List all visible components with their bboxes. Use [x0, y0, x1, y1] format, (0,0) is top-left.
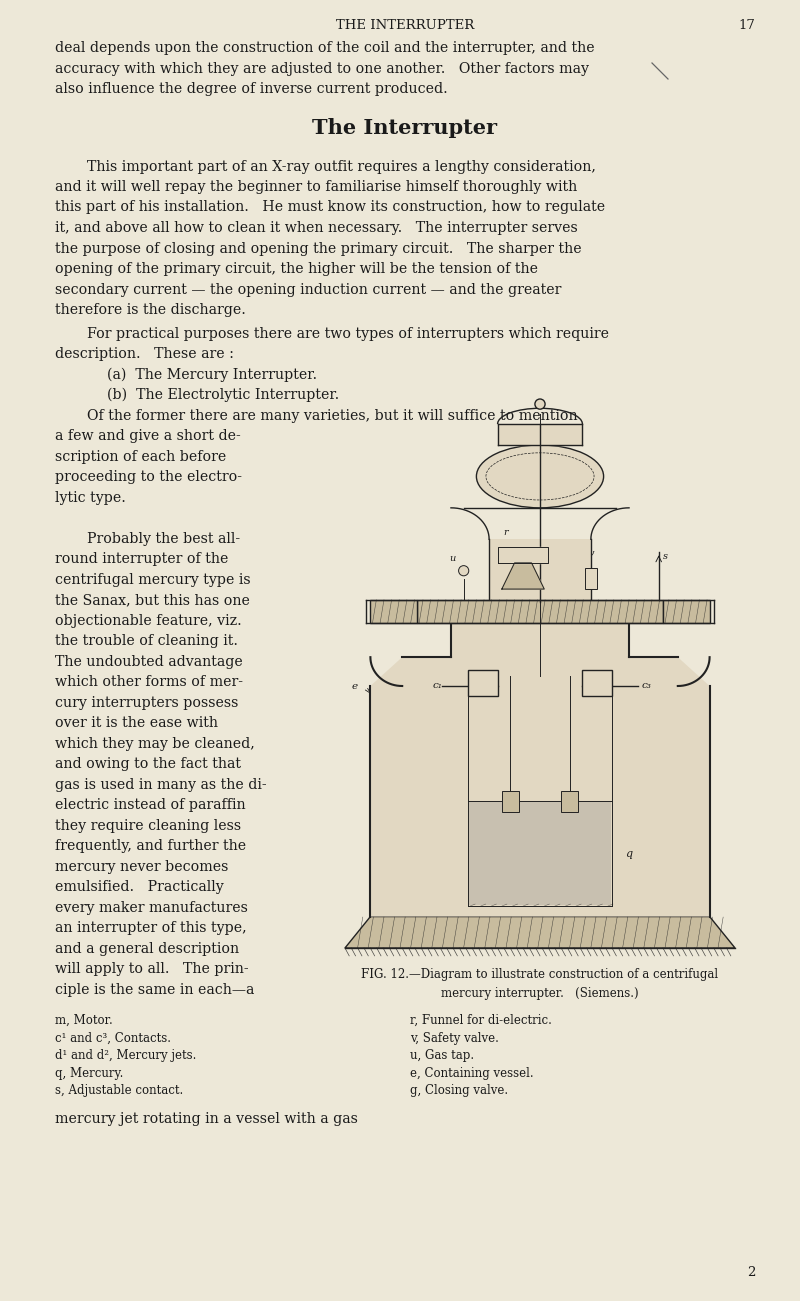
Text: this part of his installation.   He must know its construction, how to regulate: this part of his installation. He must k…: [55, 200, 605, 215]
Polygon shape: [468, 670, 498, 696]
Text: c₃: c₃: [642, 680, 652, 690]
Text: m, Motor.: m, Motor.: [55, 1013, 113, 1026]
Text: Probably the best all-: Probably the best all-: [87, 532, 240, 545]
Text: frequently, and further the: frequently, and further the: [55, 839, 246, 853]
Text: opening of the primary circuit, the higher will be the tension of the: opening of the primary circuit, the high…: [55, 262, 538, 276]
Text: secondary current — the opening induction current — and the greater: secondary current — the opening inductio…: [55, 282, 562, 297]
Text: c₁: c₁: [433, 680, 442, 690]
Text: e, Containing vessel.: e, Containing vessel.: [410, 1067, 534, 1080]
Text: u: u: [449, 554, 455, 563]
Bar: [561, 791, 578, 812]
Text: The Interrupter: The Interrupter: [313, 117, 498, 138]
Text: also influence the degree of inverse current produced.: also influence the degree of inverse cur…: [55, 82, 448, 96]
Text: lytic type.: lytic type.: [55, 490, 126, 505]
Text: will apply to all.   The prin-: will apply to all. The prin-: [55, 961, 249, 976]
Text: mercury jet rotating in a vessel with a gas: mercury jet rotating in a vessel with a …: [55, 1111, 358, 1125]
Text: (a)  The Mercury Interrupter.: (a) The Mercury Interrupter.: [107, 367, 317, 382]
Text: which they may be cleaned,: which they may be cleaned,: [55, 736, 254, 751]
Text: c¹ and c³, Contacts.: c¹ and c³, Contacts.: [55, 1032, 171, 1045]
Text: proceeding to the electro-: proceeding to the electro-: [55, 470, 242, 484]
Polygon shape: [502, 563, 544, 589]
Text: r: r: [504, 528, 508, 536]
Text: centrifugal mercury type is: centrifugal mercury type is: [55, 572, 250, 587]
Text: m: m: [534, 464, 546, 479]
Text: This important part of an X-ray outfit requires a lengthy consideration,: This important part of an X-ray outfit r…: [87, 160, 596, 173]
Text: accuracy with which they are adjusted to one another.   Other factors may: accuracy with which they are adjusted to…: [55, 61, 589, 75]
Text: Of the former there are many varieties, but it will suffice to mention: Of the former there are many varieties, …: [87, 409, 578, 423]
Text: ciple is the same in each—a: ciple is the same in each—a: [55, 982, 254, 997]
Text: (b)  The Electrolytic Interrupter.: (b) The Electrolytic Interrupter.: [107, 388, 339, 402]
Text: cury interrupters possess: cury interrupters possess: [55, 696, 238, 709]
Text: objectionable feature, viz.: objectionable feature, viz.: [55, 614, 242, 627]
Text: For practical purposes there are two types of interrupters which require: For practical purposes there are two typ…: [87, 327, 609, 341]
Polygon shape: [498, 424, 582, 445]
Text: the purpose of closing and opening the primary circuit.   The sharper the: the purpose of closing and opening the p…: [55, 242, 582, 255]
Text: d₁: d₁: [505, 833, 516, 842]
Text: q, Mercury.: q, Mercury.: [55, 1067, 123, 1080]
Text: it, and above all how to clean it when necessary.   The interrupter serves: it, and above all how to clean it when n…: [55, 221, 578, 235]
Text: THE INTERRUPTER: THE INTERRUPTER: [336, 20, 474, 33]
Polygon shape: [663, 600, 710, 623]
Text: s, Adjustable contact.: s, Adjustable contact.: [55, 1084, 183, 1097]
Text: d₂: d₂: [564, 833, 575, 842]
Text: v: v: [588, 549, 594, 558]
Text: a few and give a short de-: a few and give a short de-: [55, 429, 241, 444]
Bar: [585, 569, 598, 589]
Text: and it will well repay the beginner to familiarise himself thoroughly with: and it will well repay the beginner to f…: [55, 180, 578, 194]
Text: g, Closing valve.: g, Closing valve.: [410, 1084, 508, 1097]
Polygon shape: [489, 540, 591, 600]
Polygon shape: [469, 801, 611, 905]
Text: description.   These are :: description. These are :: [55, 347, 234, 360]
Polygon shape: [345, 917, 735, 948]
Text: mercury interrupter.   (Siemens.): mercury interrupter. (Siemens.): [441, 987, 639, 1000]
Text: which other forms of mer-: which other forms of mer-: [55, 675, 243, 690]
Text: they require cleaning less: they require cleaning less: [55, 818, 241, 833]
Text: and owing to the fact that: and owing to the fact that: [55, 757, 241, 771]
Circle shape: [458, 566, 469, 576]
Text: u, Gas tap.: u, Gas tap.: [410, 1049, 474, 1062]
Bar: [502, 791, 518, 812]
Text: round interrupter of the: round interrupter of the: [55, 552, 228, 566]
Text: The undoubted advantage: The undoubted advantage: [55, 654, 242, 669]
Text: 17: 17: [738, 20, 755, 33]
Text: and a general description: and a general description: [55, 942, 239, 955]
Polygon shape: [370, 600, 417, 623]
Text: the trouble of cleaning it.: the trouble of cleaning it.: [55, 634, 238, 648]
Text: the Sanax, but this has one: the Sanax, but this has one: [55, 593, 250, 608]
Text: deal depends upon the construction of the coil and the interrupter, and the: deal depends upon the construction of th…: [55, 42, 594, 55]
Text: an interrupter of this type,: an interrupter of this type,: [55, 921, 246, 935]
Text: FIG. 12.—Diagram to illustrate construction of a centrifugal: FIG. 12.—Diagram to illustrate construct…: [362, 968, 718, 981]
Text: r, Funnel for di-electric.: r, Funnel for di-electric.: [410, 1013, 552, 1026]
Text: therefore is the discharge.: therefore is the discharge.: [55, 303, 246, 317]
Circle shape: [535, 399, 545, 410]
Polygon shape: [417, 600, 663, 623]
Text: q: q: [625, 848, 632, 859]
Text: g: g: [540, 570, 546, 579]
Text: s: s: [663, 553, 668, 561]
Text: mercury never becomes: mercury never becomes: [55, 860, 228, 873]
Text: v, Safety valve.: v, Safety valve.: [410, 1032, 499, 1045]
Polygon shape: [582, 670, 612, 696]
Ellipse shape: [477, 445, 604, 507]
Polygon shape: [370, 623, 710, 917]
Text: 2: 2: [746, 1266, 755, 1279]
Text: gas is used in many as the di-: gas is used in many as the di-: [55, 778, 266, 791]
Text: every maker manufactures: every maker manufactures: [55, 900, 248, 915]
Text: d¹ and d², Mercury jets.: d¹ and d², Mercury jets.: [55, 1049, 196, 1062]
Text: over it is the ease with: over it is the ease with: [55, 716, 218, 730]
Text: electric instead of paraffin: electric instead of paraffin: [55, 798, 246, 812]
Text: emulsified.   Practically: emulsified. Practically: [55, 879, 224, 894]
Polygon shape: [498, 548, 549, 563]
Text: e: e: [351, 682, 358, 691]
Text: scription of each before: scription of each before: [55, 450, 226, 463]
